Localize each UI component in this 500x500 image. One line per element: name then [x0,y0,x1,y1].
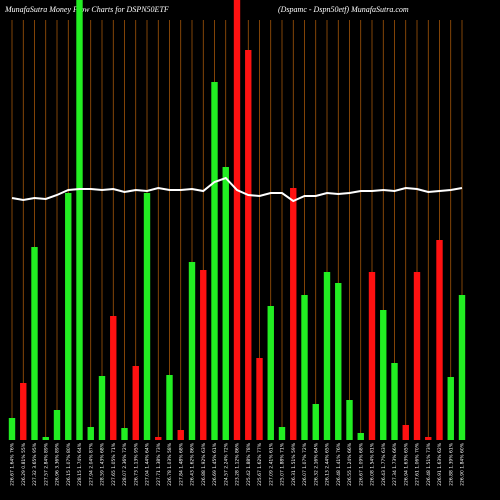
x-tick-label: 225.67 1.62% 77% [257,442,263,486]
bar [245,50,252,440]
x-tick-label: 226.29 0.81% 55% [21,442,27,486]
x-tick-label: 227.61 1.06% 70% [415,442,421,486]
line [11,176,463,203]
bar [447,377,454,440]
x-tick-label: 225.07 1.88% 71% [280,442,286,486]
bar [425,437,432,440]
x-tick-label: 227.65 1.05% 71% [111,442,117,486]
bar [323,272,331,440]
bar [391,363,398,440]
x-tick-label: 226.67 1.09% 68% [358,442,364,486]
bar [278,427,286,440]
x-tick-label: 226.08 1.54% 81% [370,442,376,486]
bar [53,410,61,440]
x-tick-label: 225.42 1.88% 78% [246,442,252,486]
x-tick-label: 226.73 1.13% 95% [133,442,139,486]
bar [380,310,387,440]
chart-title: MunafaSutra Money Flow Charts for DSPN50… [4,5,169,14]
bar [413,272,421,440]
bar [121,428,128,440]
x-tick-label: 227.32 3.65% 95% [32,442,38,486]
x-tick-label: 226.88 1.92% 63% [201,442,207,486]
x-tick-label: 227.09 2.41% 61% [268,442,274,486]
bar [436,240,443,440]
x-tick-label: 226.32 2.16% 64% [313,442,319,486]
bar [20,383,27,440]
x-tick-label: 226.67 1.64% 76% [10,442,16,486]
x-tick-label: 226.43 1.62% 86% [190,442,196,486]
bar [188,262,196,440]
bars [8,0,466,440]
x-tick-label: 226.55 1.24% 66% [347,442,353,486]
x-tick-label: 227.34 1.73% 66% [392,442,398,486]
x-tick-label: 227.57 2.84% 89% [43,442,49,486]
x-tick-label: 226.69 1.45% 61% [212,442,218,486]
bar [65,193,72,440]
bar [301,295,308,440]
bar [87,427,94,440]
x-tick-label: 226.91 1.63% 62% [437,442,443,486]
x-tick-label: 226.43 1.77% 63% [381,442,387,486]
bar [346,400,353,440]
x-tick-label: 224.57 2.24% 72% [223,442,229,486]
bar [200,270,207,440]
x-tick-label: 226.90 1.84% 60% [460,442,466,486]
bar [357,433,364,440]
bar [233,0,241,440]
bar [76,0,83,440]
x-tick-label: 226.07 1.07% 72% [302,442,308,486]
x-tick-label: 228.59 1.43% 68% [100,442,106,486]
bar [368,272,376,440]
bar [143,193,151,440]
x-tick-label: 226.78 1.03% 58% [167,442,173,486]
bar [312,404,319,440]
x-tick-label: 226.96 3.36% 89% [55,442,61,486]
bar [335,283,342,440]
x-tick-label: 226.48 1.41% 76% [336,442,342,486]
bar [110,316,117,440]
x-tick-label: 228.15 1.74% 64% [77,442,83,486]
bar [166,375,173,440]
bar [98,376,106,440]
x-tick-label: 226.31 1.51% 59% [291,442,297,486]
x-tick-label: 223.28 1.12% 86% [235,442,241,486]
bar [267,306,274,440]
x-tick-label: 228.07 2.36% 72% [122,442,128,486]
x-tick-label: 226.88 1.39% 61% [448,442,454,486]
x-tick-label: 227.04 1.44% 64% [145,442,151,486]
chart-subtitle: (Dspamc - Dspn50etf) MunafaSutra.com [278,5,409,14]
x-tick-label: 226.94 1.63% 65% [403,442,409,486]
x-tick-label: 227.71 1.38% 73% [156,442,162,486]
bar [31,247,38,440]
x-tick-label: 227.84 1.48% 68% [178,442,184,486]
bar [132,366,139,440]
bar [256,358,263,440]
bar [8,418,16,440]
bar [42,437,49,440]
x-tick-label: 227.94 2.04% 87% [88,442,94,486]
bar [155,437,162,440]
bar [402,425,409,440]
bar [458,295,466,440]
bar [222,167,229,440]
x-tick-label: 226.15 1.07% 80% [66,442,72,486]
x-tick-label: 226.48 1.51% 73% [426,442,432,486]
bar [177,430,184,440]
bar [211,82,218,440]
x-tick-label: 226.13 2.44% 65% [325,442,331,486]
bar [290,188,297,440]
